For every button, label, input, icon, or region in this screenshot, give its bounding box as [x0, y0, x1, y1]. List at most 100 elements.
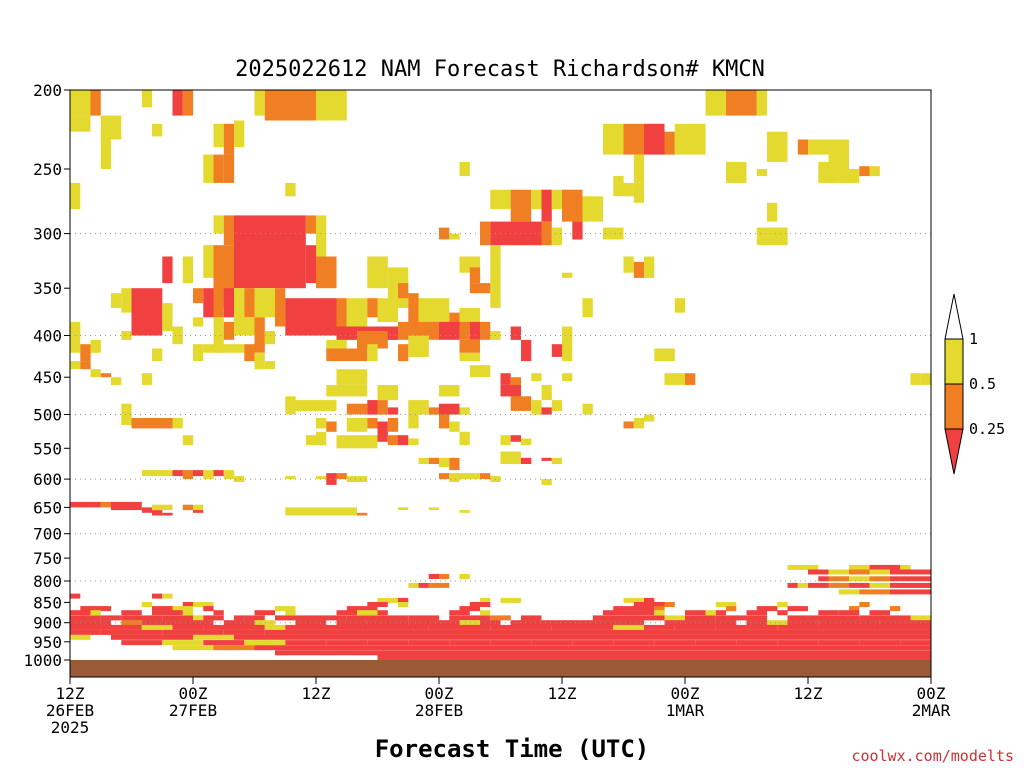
band-cell-18-2 — [890, 589, 931, 595]
band-cell-4-0 — [70, 610, 91, 616]
cell-83 — [131, 288, 163, 336]
band-cell-15-3 — [869, 569, 890, 575]
cell-196 — [644, 414, 655, 422]
band-cell-11-0 — [172, 645, 214, 651]
band-cell-10-15 — [736, 640, 778, 646]
band-cell-6-12 — [459, 620, 480, 626]
band-cell-3-7 — [357, 606, 378, 612]
ground-fill — [70, 660, 931, 677]
cell-82 — [121, 288, 132, 313]
band-cell-9-15 — [685, 634, 726, 640]
band-cell-10-4 — [285, 640, 327, 646]
cell-178 — [531, 400, 542, 415]
band-cell-6-1 — [121, 620, 142, 626]
cell-224 — [234, 476, 245, 482]
cell-55 — [316, 215, 327, 278]
x-tick-label-7-0: 00Z — [917, 684, 946, 703]
cell-112 — [234, 317, 255, 336]
band-cell-11-3 — [295, 645, 337, 651]
cell-226 — [316, 476, 327, 480]
cell-17 — [603, 123, 624, 155]
band-cell-6-8 — [336, 620, 368, 626]
cell-41 — [623, 182, 634, 197]
band-cell-10-3 — [244, 640, 286, 646]
cell-40 — [613, 176, 624, 197]
band-cell-10-11 — [572, 640, 614, 646]
cell-27 — [203, 154, 214, 183]
cell-142 — [654, 348, 675, 362]
cell-141 — [562, 348, 573, 362]
band-cell-8-16 — [664, 629, 706, 635]
band-cell-6-23 — [787, 620, 819, 626]
band-cell-7-0 — [70, 624, 111, 630]
legend-bin-over-1 — [944, 293, 964, 340]
cell-20 — [664, 131, 675, 155]
band-cell-6-3 — [172, 620, 193, 626]
cell-198 — [305, 435, 317, 446]
band-cell-5-10 — [346, 615, 378, 621]
x-tick-label-6-0: 12Z — [794, 684, 823, 703]
band-cell-5-0 — [70, 615, 101, 621]
band-cell-2-6 — [633, 602, 665, 607]
band-cell-4-16 — [705, 610, 716, 616]
band-cell-10-13 — [654, 640, 696, 646]
band-cell-3-12 — [756, 606, 778, 612]
band-cell-5-22 — [787, 615, 829, 621]
band-cell-3-15 — [890, 606, 901, 612]
band-cell-4-22 — [869, 610, 890, 616]
y-tick-label-400: 400 — [33, 327, 62, 346]
cell-30 — [633, 154, 645, 183]
cell-152 — [500, 373, 511, 385]
legend-label-1: 0.5 — [969, 375, 996, 393]
band-cell-7-20 — [715, 624, 747, 630]
band-cell-6-6 — [254, 620, 275, 626]
band-cell-11-5 — [377, 645, 419, 651]
cell-117 — [398, 321, 439, 340]
cell-118 — [439, 321, 460, 340]
cell-177 — [510, 396, 532, 411]
cell-194 — [623, 421, 634, 429]
x-tick-label-5-0: 00Z — [671, 684, 700, 703]
cell-145 — [90, 369, 101, 378]
cell-233 — [480, 473, 491, 480]
cell-154 — [531, 373, 542, 382]
cell-86 — [203, 288, 214, 318]
band-cell-8-1 — [100, 629, 132, 635]
x-tick-label-0-0: 12Z — [56, 684, 85, 703]
band-cell-7-11 — [428, 624, 460, 630]
band-cell-4-19 — [777, 610, 788, 616]
band-cell-1-2 — [480, 597, 491, 603]
cell-225 — [285, 476, 296, 480]
band-cell-4-9 — [357, 610, 378, 616]
cell-9 — [726, 90, 757, 116]
cell-243 — [182, 504, 194, 511]
cell-146 — [100, 373, 112, 378]
y-tick-label-450: 450 — [33, 368, 62, 387]
band-cell-9-16 — [726, 634, 767, 640]
band-cell-5-14 — [490, 615, 511, 621]
cell-130 — [244, 344, 255, 362]
cell-96 — [346, 298, 368, 327]
band-cell-3-2 — [152, 606, 173, 612]
band-cell-10-8 — [449, 640, 491, 646]
cell-54 — [305, 215, 317, 234]
cell-134 — [367, 344, 378, 362]
cell-176 — [459, 407, 470, 415]
band-cell-19-2 — [459, 574, 470, 579]
band-cell-8-19 — [787, 629, 829, 635]
band-cell-9-2 — [152, 634, 193, 640]
cell-23 — [797, 139, 809, 155]
cell-189 — [377, 421, 388, 436]
band-cell-4-21 — [838, 610, 860, 616]
band-cell-7-15 — [551, 624, 583, 630]
band-cell-5-23 — [828, 615, 860, 621]
cell-38 — [70, 182, 81, 210]
cell-97 — [367, 298, 378, 318]
band-cell-11-17 — [869, 645, 931, 651]
band-cell-7-1 — [111, 624, 142, 630]
band-cell-3-13 — [787, 606, 808, 612]
cell-63 — [603, 227, 624, 240]
cell-160 — [326, 385, 368, 397]
cell-132 — [326, 339, 347, 349]
